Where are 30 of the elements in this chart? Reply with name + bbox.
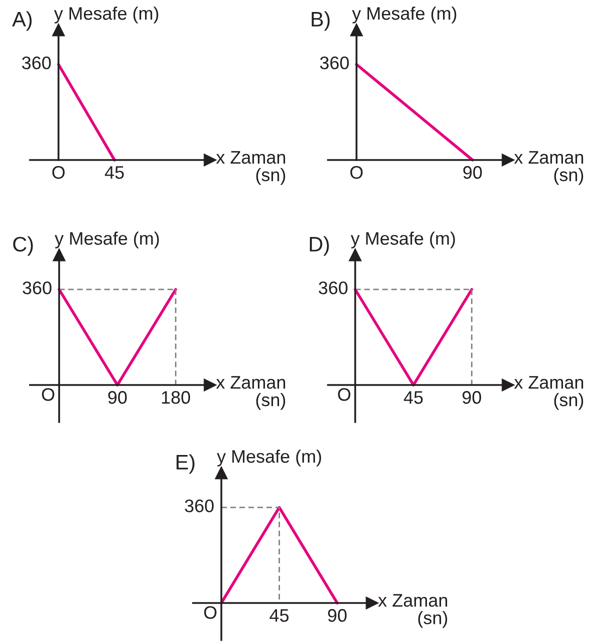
x-tick-label: O bbox=[350, 166, 363, 179]
x-tick-label: 90 bbox=[463, 166, 482, 179]
x-tick-label: 45 bbox=[104, 166, 124, 179]
annotation: 360 bbox=[184, 499, 214, 512]
x-axis-title: x Zaman (sn) bbox=[514, 151, 584, 185]
x-tick-label: 90 bbox=[328, 609, 347, 622]
chart-title: C) bbox=[13, 236, 33, 256]
x-tick-label: 45 bbox=[404, 391, 423, 404]
annotation: 360 bbox=[22, 281, 52, 294]
x-tick-label: 90 bbox=[462, 391, 482, 404]
x-tick-label: 180 bbox=[162, 391, 190, 404]
y-axis-title: y Mesafe (m) bbox=[216, 450, 322, 466]
x-axis-title: x Zaman (sn) bbox=[514, 376, 584, 410]
annotation: 360 bbox=[22, 56, 51, 70]
annotation: 360 bbox=[320, 56, 349, 70]
x-axis-title: x Zaman (sn) bbox=[378, 594, 448, 628]
y-axis-title: y Mesafe (m) bbox=[352, 6, 456, 24]
y-axis-title: y Mesafe (m) bbox=[54, 232, 159, 248]
chart-title: E) bbox=[176, 454, 194, 474]
x-tick-label: 90 bbox=[108, 391, 127, 404]
y-axis-title: y Mesafe (m) bbox=[54, 6, 158, 24]
x-tick-label: O bbox=[52, 166, 65, 179]
x-tick-label: 45 bbox=[270, 609, 289, 622]
x-axis-title: x Zaman (sn) bbox=[216, 376, 286, 410]
chart-title: D) bbox=[310, 236, 329, 256]
y-axis-title: y Mesafe (m) bbox=[350, 232, 455, 248]
chart-title: B) bbox=[312, 11, 330, 31]
chart-title: A) bbox=[12, 11, 32, 31]
x-axis-title: x Zaman (sn) bbox=[216, 151, 286, 185]
annotation: 360 bbox=[318, 281, 348, 294]
